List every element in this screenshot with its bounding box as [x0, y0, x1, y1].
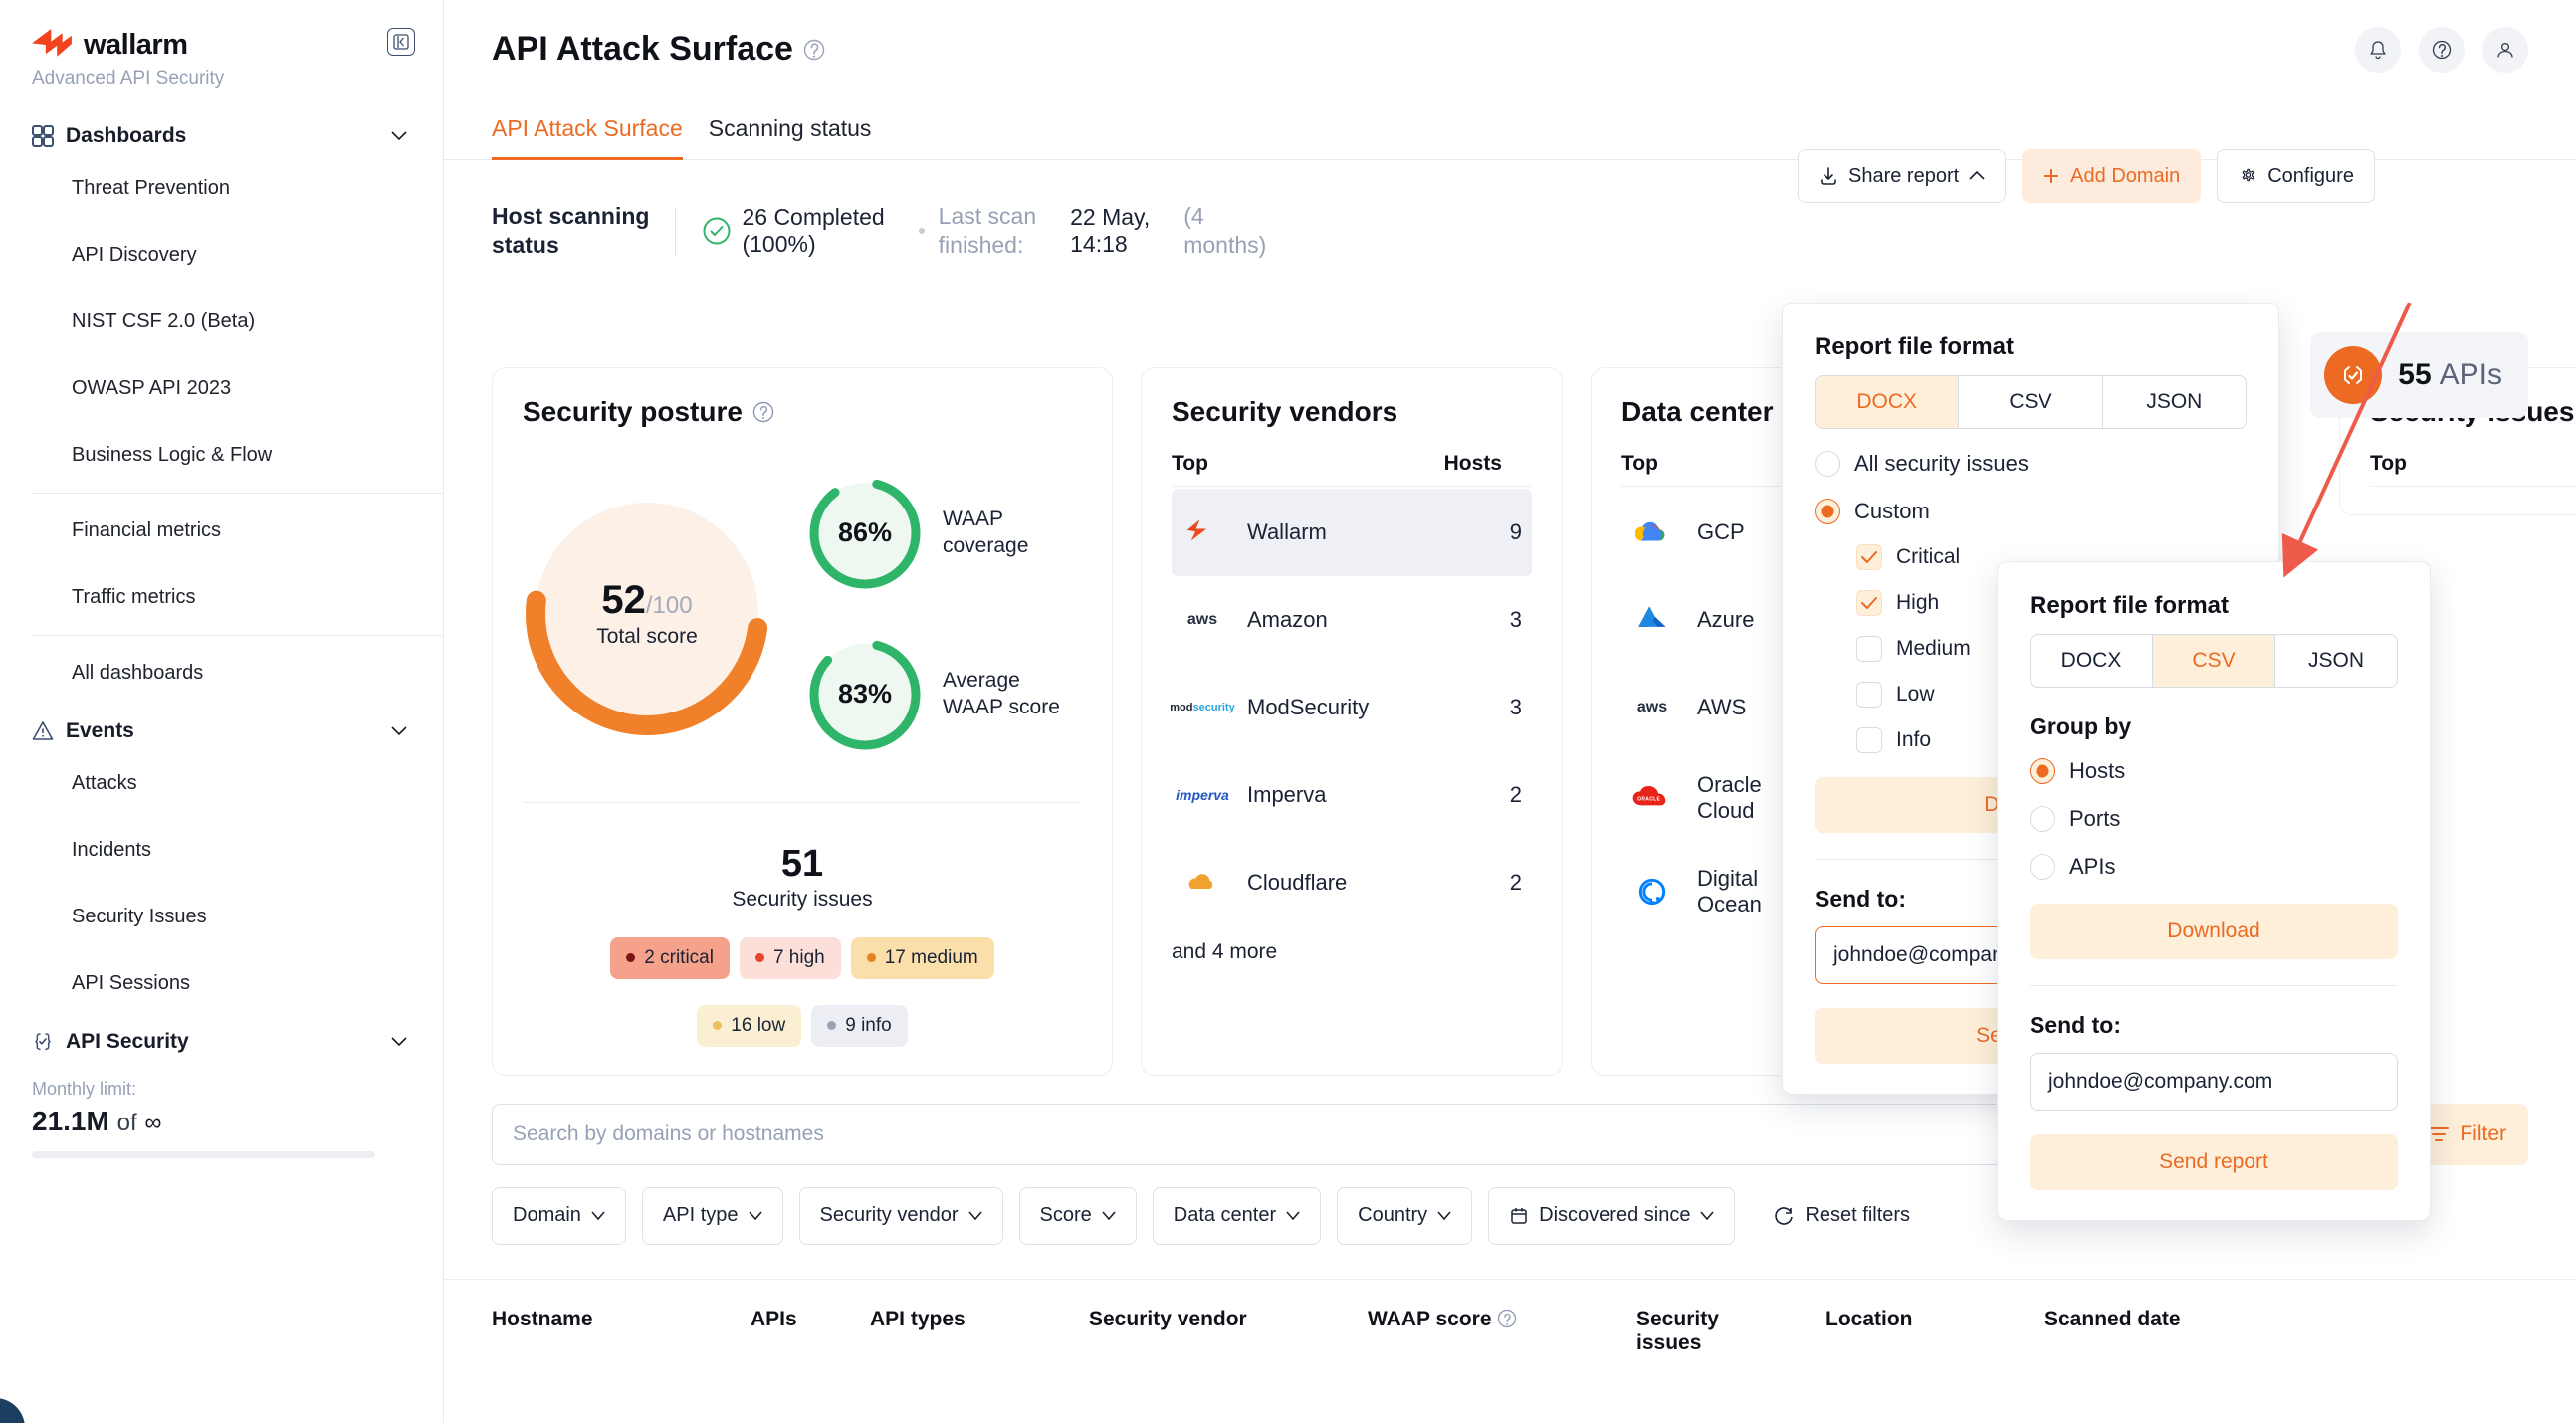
svg-text:ORACLE: ORACLE: [1637, 796, 1660, 802]
